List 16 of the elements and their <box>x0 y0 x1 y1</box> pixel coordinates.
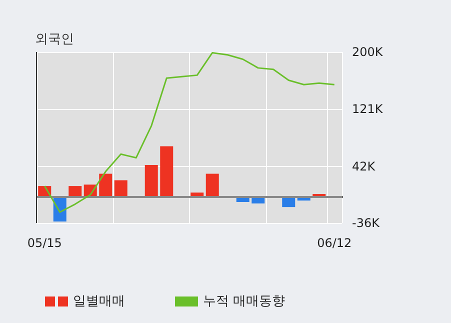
bar <box>114 180 128 197</box>
line-series <box>44 52 336 213</box>
chart-title: 외국인 <box>35 32 74 47</box>
y-tick-label: 42K <box>352 159 376 174</box>
legend-label: 누적 매매동향 <box>203 294 286 309</box>
y-tick-label: 200K <box>352 45 384 59</box>
x-tick-label: 05/15 <box>27 236 62 250</box>
x-tick-label: 06/12 <box>317 236 352 250</box>
bar <box>160 146 174 197</box>
y-tick-label: -36K <box>352 216 381 230</box>
y-tick-label: 121K <box>352 102 384 116</box>
bar <box>206 174 219 197</box>
bar <box>144 165 158 197</box>
bar <box>99 174 112 197</box>
legend-label: 일별매매 <box>73 294 125 309</box>
bar <box>68 186 82 197</box>
